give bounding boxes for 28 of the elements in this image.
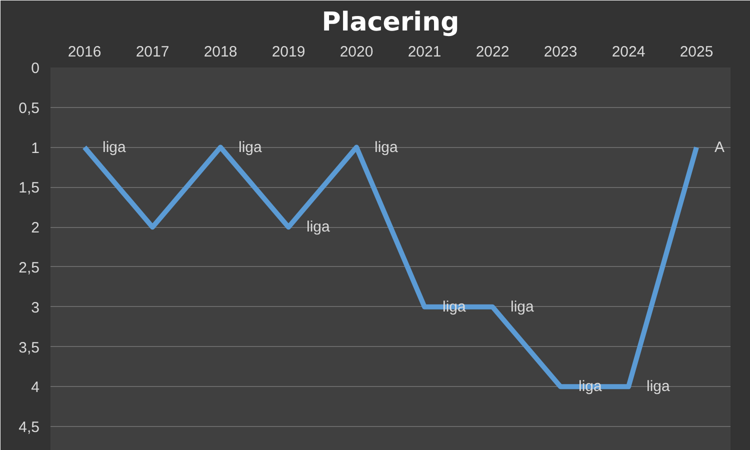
data-label: liga <box>238 138 263 156</box>
x-tick-label: 2024 <box>612 44 646 60</box>
y-tick-label: 3 <box>31 299 40 316</box>
y-tick-label: 1 <box>31 140 40 157</box>
x-tick-label: 2022 <box>476 44 510 60</box>
data-label: liga <box>102 138 127 156</box>
y-tick-label: 4 <box>31 379 40 396</box>
y-tick-label: 0 <box>31 60 40 77</box>
y-tick-label: 1,5 <box>18 180 40 197</box>
data-label: liga <box>646 378 671 396</box>
data-label: A <box>714 138 725 156</box>
x-tick-label: 2017 <box>136 44 170 60</box>
y-tick-label: 0,5 <box>18 100 40 117</box>
chart-title: Placering <box>322 8 460 38</box>
x-tick-label: 2018 <box>204 44 238 60</box>
data-label: liga <box>306 218 331 236</box>
x-tick-label: 2016 <box>68 44 102 60</box>
data-label: liga <box>374 138 399 156</box>
y-tick-label: 2 <box>31 220 40 237</box>
y-tick-label: 4,5 <box>18 419 40 436</box>
x-tick-label: 2025 <box>680 44 714 60</box>
x-tick-label: 2023 <box>544 44 578 60</box>
x-tick-label: 2019 <box>272 44 306 60</box>
y-tick-label: 3,5 <box>18 339 40 356</box>
x-tick-label: 2020 <box>340 44 374 60</box>
x-tick-label: 2021 <box>408 44 442 60</box>
data-label: liga <box>510 298 535 316</box>
y-tick-label: 2,5 <box>18 259 40 276</box>
